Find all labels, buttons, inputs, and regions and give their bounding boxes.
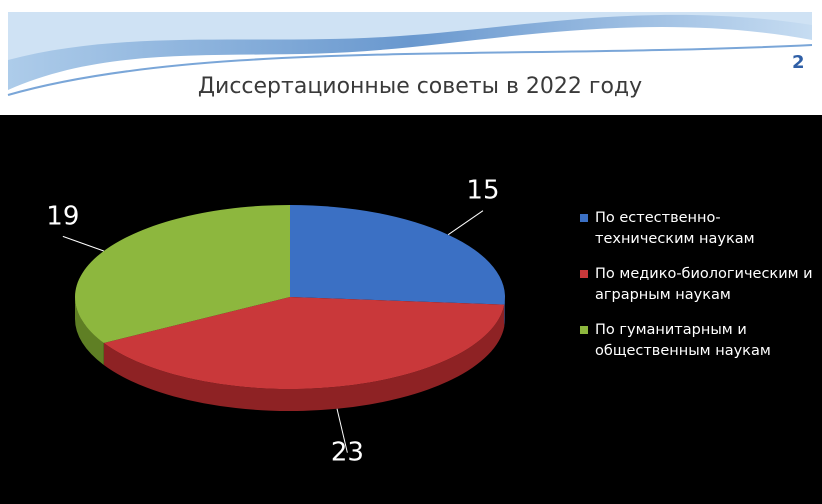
slice xyxy=(74,205,290,343)
slice-side xyxy=(75,297,104,365)
legend-label: По медико-биологическим и аграрным наука… xyxy=(595,266,813,303)
slice-side xyxy=(103,304,505,411)
slice xyxy=(290,205,505,305)
legend-swatch xyxy=(580,214,588,222)
legend-item: По естественно-техническим наукам xyxy=(580,208,820,250)
slide-number: 2 xyxy=(792,52,805,73)
leader-line xyxy=(62,235,104,252)
data-label: 19 xyxy=(46,201,79,231)
header-decoration xyxy=(7,12,813,96)
legend: По естественно-техническим наукам По меди… xyxy=(580,208,820,376)
legend-item: По гуманитарным и общественным наукам xyxy=(580,320,820,362)
slice-side xyxy=(504,297,505,327)
legend-swatch xyxy=(580,270,588,278)
chart: 15 23 19 xyxy=(0,115,822,504)
leader-line xyxy=(336,408,348,453)
data-label: 15 xyxy=(466,176,499,206)
slide-title: Диссертационные советы в 2022 году xyxy=(197,74,643,99)
legend-item: По медико-биологическим и аграрным наука… xyxy=(580,264,820,306)
data-label: 23 xyxy=(331,438,364,468)
legend-label: По естественно-техническим наукам xyxy=(595,210,755,247)
legend-swatch xyxy=(580,326,588,334)
slice xyxy=(103,297,505,389)
leader-line xyxy=(447,210,484,236)
legend-label: По гуманитарным и общественным наукам xyxy=(595,322,771,359)
